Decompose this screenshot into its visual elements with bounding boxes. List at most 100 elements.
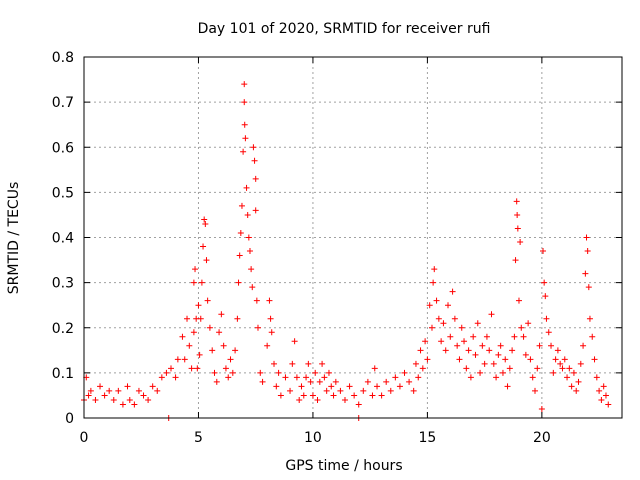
x-tick-label: 15 xyxy=(418,430,436,446)
data-point xyxy=(593,374,600,381)
data-point xyxy=(540,248,547,255)
data-point xyxy=(192,266,199,273)
y-tick-label: 0.5 xyxy=(52,185,74,201)
data-point xyxy=(309,392,316,399)
data-point xyxy=(514,211,521,218)
data-point xyxy=(252,175,259,182)
data-point xyxy=(328,383,335,390)
data-point xyxy=(554,347,561,354)
data-point xyxy=(387,387,394,394)
data-point xyxy=(522,351,529,358)
data-point xyxy=(158,374,165,381)
data-point xyxy=(513,198,520,205)
data-point xyxy=(293,374,300,381)
data-point xyxy=(360,387,367,394)
data-point xyxy=(275,369,282,376)
data-point xyxy=(264,342,271,349)
data-point xyxy=(181,356,188,363)
data-point xyxy=(415,374,422,381)
data-point xyxy=(583,234,590,241)
data-point xyxy=(442,347,449,354)
x-tick-label: 0 xyxy=(80,430,89,446)
data-point xyxy=(465,347,472,354)
data-point xyxy=(580,342,587,349)
data-point xyxy=(424,356,431,363)
data-point xyxy=(332,378,339,385)
data-point xyxy=(190,329,197,336)
data-point xyxy=(514,225,521,232)
data-point xyxy=(179,333,186,340)
data-point xyxy=(406,378,413,385)
axis-ticks: 0 0.1 0.2 0.3 0.4 0.5 0.6 0.7 0.8 0 5 10 15 20 xyxy=(52,50,622,446)
data-point xyxy=(241,99,248,106)
data-point xyxy=(243,184,250,191)
data-point xyxy=(449,288,456,295)
y-tick-label: 0.7 xyxy=(52,95,74,111)
data-point xyxy=(591,356,598,363)
data-point xyxy=(330,392,337,399)
data-point xyxy=(271,360,278,367)
data-point xyxy=(392,374,399,381)
data-point xyxy=(584,248,591,255)
data-point xyxy=(458,324,465,331)
data-point xyxy=(493,374,500,381)
data-point xyxy=(467,374,474,381)
data-point xyxy=(246,248,253,255)
data-point xyxy=(529,374,536,381)
data-point xyxy=(282,374,289,381)
data-point xyxy=(497,342,504,349)
data-point xyxy=(126,396,133,403)
data-point xyxy=(509,347,516,354)
data-point xyxy=(559,365,566,372)
data-point xyxy=(234,315,241,322)
data-point xyxy=(586,315,593,322)
data-point xyxy=(266,297,273,304)
data-point xyxy=(190,279,197,286)
data-point xyxy=(316,378,323,385)
data-point xyxy=(236,252,243,259)
data-point xyxy=(585,284,592,291)
data-point xyxy=(200,243,207,250)
data-point xyxy=(229,369,236,376)
data-point xyxy=(545,329,552,336)
data-point xyxy=(305,360,312,367)
data-point xyxy=(277,392,284,399)
data-point xyxy=(383,378,390,385)
data-point xyxy=(220,342,227,349)
data-point xyxy=(396,383,403,390)
data-point xyxy=(346,383,353,390)
data-point xyxy=(542,293,549,300)
data-point xyxy=(600,383,607,390)
data-point xyxy=(273,383,280,390)
data-point xyxy=(543,315,550,322)
data-point xyxy=(172,374,179,381)
data-point xyxy=(154,387,161,394)
data-point xyxy=(525,320,532,327)
data-point xyxy=(237,229,244,236)
data-point xyxy=(541,279,548,286)
data-point xyxy=(447,333,454,340)
data-point xyxy=(538,405,545,412)
data-point xyxy=(222,365,229,372)
data-point xyxy=(341,396,348,403)
data-point xyxy=(401,369,408,376)
data-point xyxy=(486,347,493,354)
data-point xyxy=(499,369,506,376)
data-point xyxy=(196,351,203,358)
data-point xyxy=(291,338,298,345)
data-point xyxy=(454,342,461,349)
data-point xyxy=(186,342,193,349)
data-point xyxy=(410,387,417,394)
data-point xyxy=(167,365,174,372)
data-point xyxy=(303,374,310,381)
data-point xyxy=(552,356,559,363)
data-point xyxy=(203,257,210,264)
data-point xyxy=(244,211,251,218)
data-point xyxy=(470,333,477,340)
data-point xyxy=(241,121,248,128)
data-point xyxy=(213,378,220,385)
data-point xyxy=(115,387,122,394)
data-point xyxy=(319,360,326,367)
data-point xyxy=(145,396,152,403)
y-tick-label: 0.3 xyxy=(52,276,74,292)
